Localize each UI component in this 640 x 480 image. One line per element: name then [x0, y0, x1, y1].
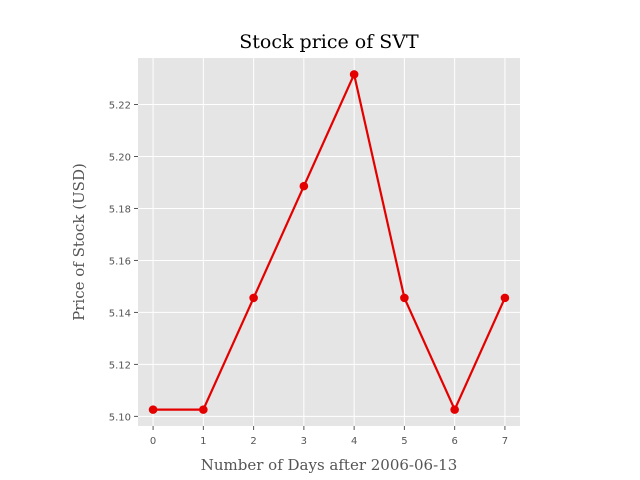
axis-ticks: 0 1 2 3 4 5 6 7 5.10 5.12 5.14 5.16 5.18 5.20 5.22 — [109, 101, 508, 447]
data-point — [400, 293, 409, 303]
x-tick-label: 6 — [451, 436, 457, 447]
y-tick-label: 5.22 — [109, 101, 131, 112]
data-point — [148, 405, 158, 414]
x-tick-label: 5 — [401, 436, 407, 447]
y-tick-label: 5.16 — [109, 256, 131, 267]
chart-title: Stock price of SVT — [239, 31, 419, 53]
y-tick-label: 5.12 — [109, 360, 131, 371]
data-point — [500, 293, 510, 303]
x-tick-label: 3 — [301, 436, 307, 447]
data-point — [349, 70, 359, 79]
x-tick-label: 0 — [150, 436, 156, 447]
data-point — [249, 293, 258, 303]
y-tick-label: 5.20 — [109, 152, 131, 163]
series-line — [153, 73, 506, 411]
y-tick-label: 5.14 — [109, 308, 131, 319]
x-tick-label: 1 — [200, 436, 206, 447]
x-axis-label: Number of Days after 2006-06-13 — [201, 456, 458, 474]
y-axis-label: Price of Stock (USD) — [70, 163, 88, 321]
grid-lines — [138, 58, 520, 426]
x-tick-label: 2 — [250, 436, 256, 447]
x-tick-label: 7 — [502, 436, 508, 447]
plot-background — [138, 58, 520, 426]
x-tick-label: 4 — [351, 436, 357, 447]
data-point — [199, 405, 208, 414]
data-point — [299, 181, 309, 191]
data-point — [450, 405, 459, 414]
y-tick-label: 5.10 — [109, 412, 131, 423]
data-points — [148, 70, 510, 414]
y-tick-label: 5.18 — [109, 204, 131, 215]
